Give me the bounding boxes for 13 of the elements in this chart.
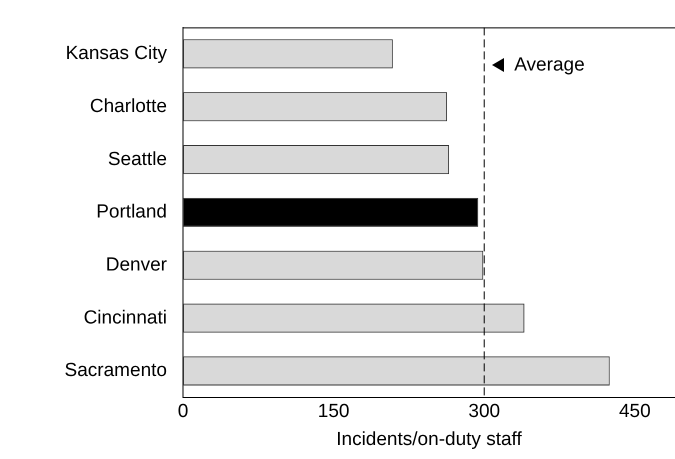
x-tick-label: 0 <box>178 401 188 422</box>
y-tick-label: Kansas City <box>66 43 168 64</box>
y-tick-label: Sacramento <box>64 360 167 382</box>
x-tick-label: 450 <box>618 401 651 422</box>
y-tick-label: Charlotte <box>90 96 167 117</box>
y-tick-label: Denver <box>106 254 168 276</box>
y-tick-label: Cincinnati <box>84 307 167 328</box>
x-tick-label: 150 <box>318 401 350 422</box>
x-tick-label: 300 <box>468 401 500 422</box>
ref-line-label: Average <box>514 54 585 76</box>
x-axis-title: Incidents/on-duty staff <box>336 428 522 450</box>
y-tick-label: Portland <box>96 202 167 223</box>
y-tick-label: Seattle <box>108 148 167 170</box>
